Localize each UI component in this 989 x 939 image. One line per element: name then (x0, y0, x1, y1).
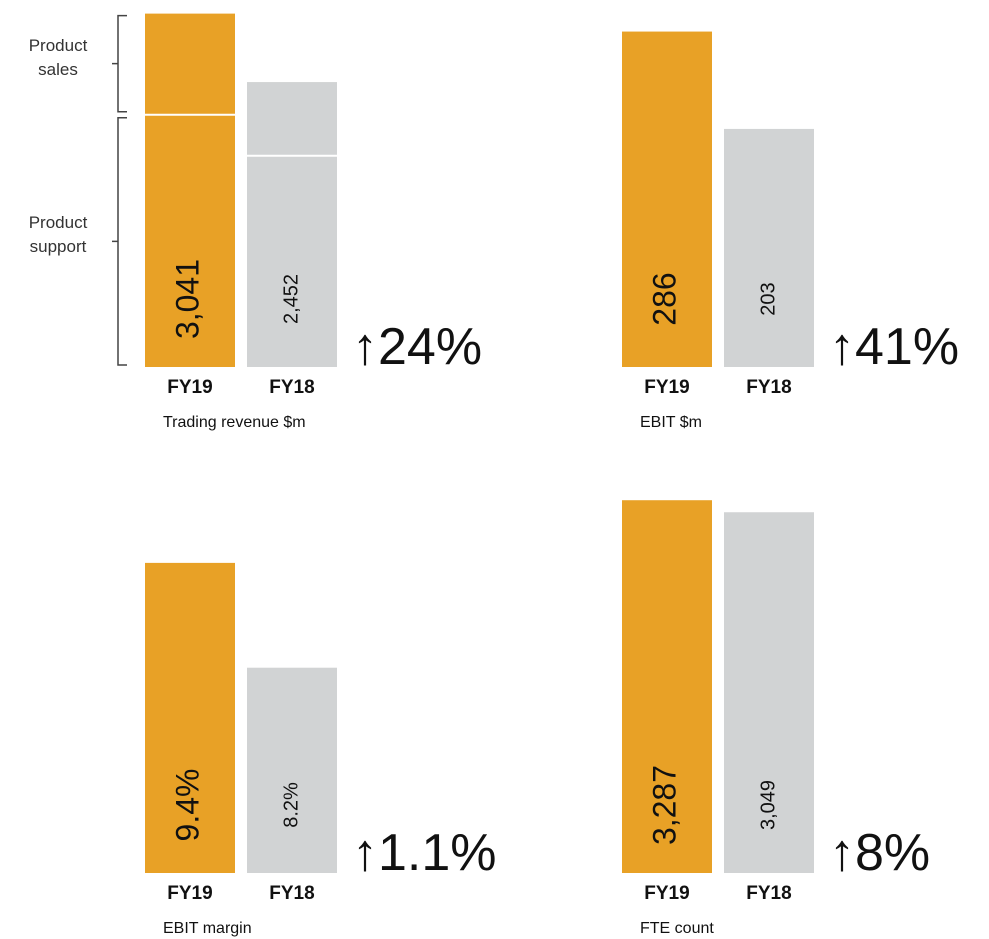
value-label: 8.2% (280, 782, 302, 828)
bar-segment (145, 13, 235, 115)
category-label: FY19 (167, 883, 212, 904)
value-label: 286 (646, 272, 682, 325)
bar-segment (247, 155, 337, 367)
category-label: FY18 (269, 377, 314, 398)
change-annotation: ↑41% (829, 318, 959, 376)
bar (622, 31, 712, 367)
bar (724, 512, 814, 873)
category-label: FY18 (746, 377, 791, 398)
axis-label: FTE count (640, 920, 714, 937)
category-label: FY18 (746, 883, 791, 904)
category-label: FY19 (167, 377, 212, 398)
change-annotation: ↑24% (352, 318, 482, 376)
category-label: FY18 (269, 883, 314, 904)
bracket (112, 116, 127, 366)
axis-label: Trading revenue $m (163, 414, 306, 431)
bar (145, 562, 235, 873)
bar-segment (145, 114, 235, 367)
series-label: Product support (28, 213, 88, 257)
value-label: 2,452 (280, 274, 302, 324)
category-label: FY19 (644, 883, 689, 904)
change-annotation: ↑8% (829, 824, 930, 882)
bar (247, 667, 337, 873)
category-label: FY19 (644, 377, 689, 398)
bracket (112, 14, 127, 113)
value-label: 9.4% (169, 769, 205, 842)
axis-label: EBIT $m (640, 414, 702, 431)
value-label: 3,049 (757, 780, 779, 830)
value-label: 203 (757, 282, 779, 315)
value-label: 3,041 (169, 259, 205, 339)
bar-segment (247, 82, 337, 156)
change-annotation: ↑1.1% (352, 824, 497, 882)
series-label: Product sales (28, 35, 88, 79)
bar (622, 500, 712, 873)
axis-label: EBIT margin (163, 920, 252, 937)
value-label: 3,287 (646, 765, 682, 845)
bar (724, 128, 814, 367)
